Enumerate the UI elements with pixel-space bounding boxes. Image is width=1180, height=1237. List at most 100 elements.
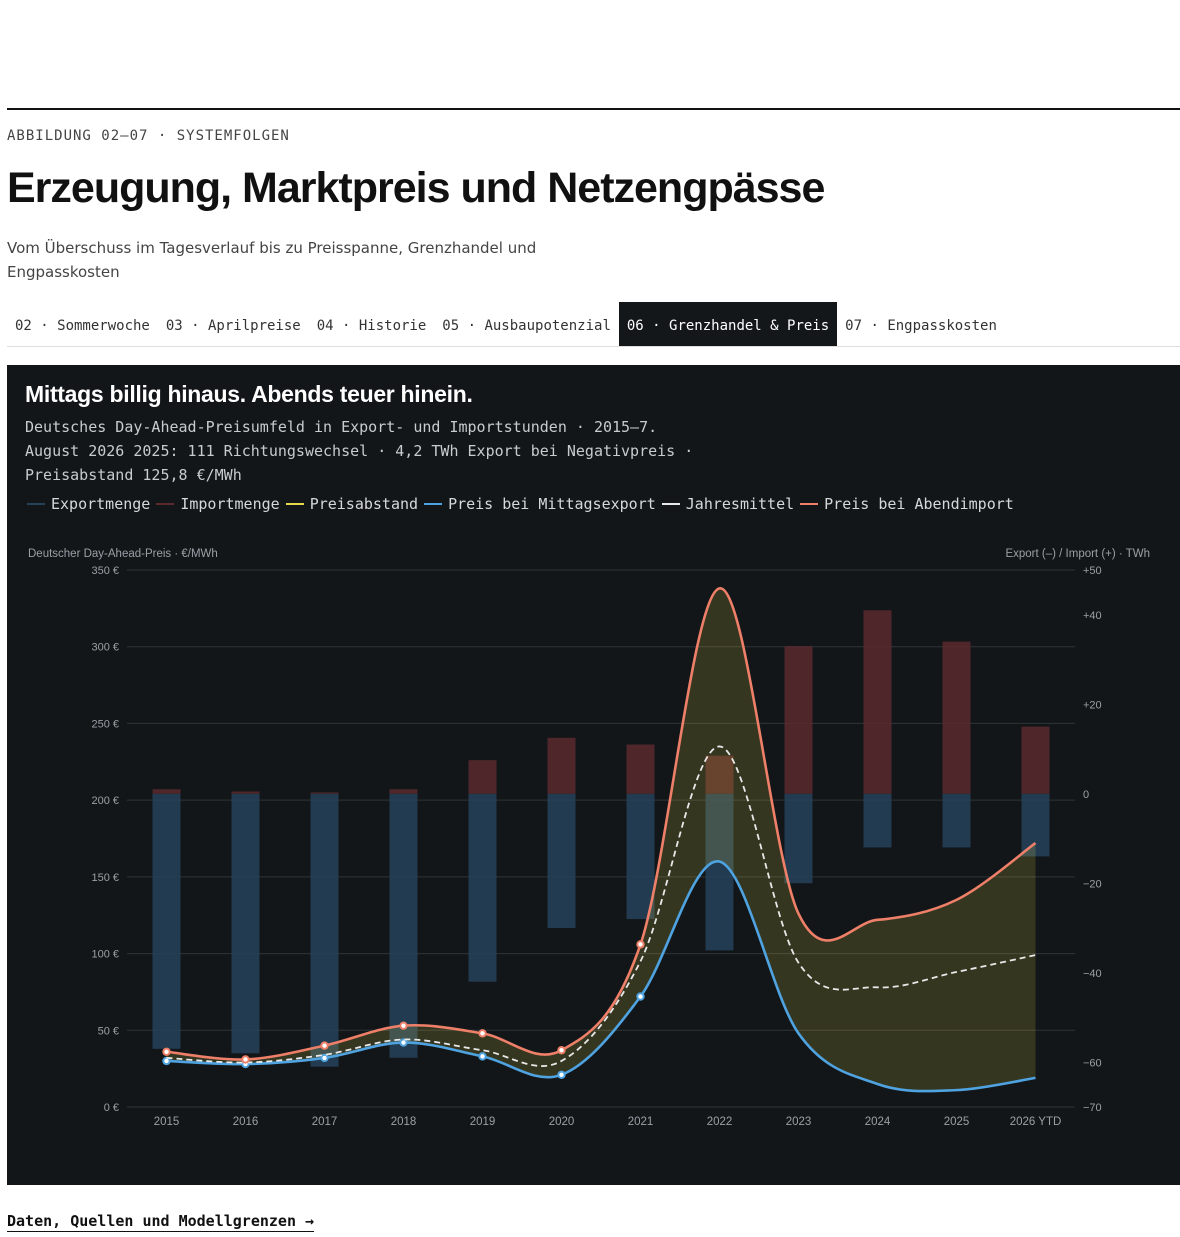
legend-item-jahresmittel[interactable]: Jahresmittel — [661, 495, 795, 513]
price-trade-chart: 0 € 50 € 100 € 150 € 200 € 250 € 300 € 350 € +50… — [28, 548, 1150, 1128]
y-tick-label: 150 € — [91, 872, 119, 884]
y-right-tick-label: +50 — [1083, 565, 1102, 577]
export-bar — [389, 793, 418, 1058]
y-right-tick-label: +40 — [1083, 610, 1102, 622]
export-bar — [705, 793, 734, 951]
import-bar — [942, 641, 971, 794]
legend-label: Exportmenge — [51, 495, 151, 513]
chart-legend: Exportmenge Importmenge Preisabstand Pre… — [27, 495, 1020, 513]
x-tick-label: 2022 — [707, 1116, 733, 1128]
chart-title: Mittags billig hinaus. Abends teuer hine… — [25, 381, 473, 407]
chart-subtitle: Deutsches Day-Ahead-Preisumfeld in Expor… — [25, 418, 694, 484]
x-tick-label: 2026 YTD — [1010, 1116, 1062, 1128]
x-tick-label: 2020 — [549, 1116, 575, 1128]
import-bar — [468, 760, 497, 794]
data-point — [320, 1041, 329, 1050]
data-point — [636, 992, 645, 1001]
tab-engpasskosten[interactable]: 07 · Engpasskosten — [845, 318, 997, 334]
export-bar — [468, 793, 497, 982]
export-bar — [547, 793, 576, 928]
y-right-axis-title: Export (–) / Import (+) · TWh — [1005, 548, 1150, 560]
x-tick-label: 2018 — [391, 1116, 417, 1128]
x-tick-label: 2021 — [628, 1116, 654, 1128]
tab-aprilpreise[interactable]: 03 · Aprilpreise — [165, 318, 301, 334]
price-gap-band — [166, 588, 1036, 1092]
y-tick-label: 300 € — [91, 642, 119, 654]
export-bar — [231, 793, 260, 1054]
chart-panel: Mittags billig hinaus. Abends teuer hine… — [7, 365, 1180, 1185]
legend-item-abendimport[interactable]: Preis bei Abendimport — [800, 495, 1014, 513]
x-tick-label: 2016 — [233, 1116, 259, 1128]
data-point — [241, 1055, 250, 1064]
legend-swatch — [27, 503, 45, 505]
legend-item-preisabstand[interactable]: Preisabstand — [285, 495, 419, 513]
data-point — [636, 940, 645, 949]
import-bar — [547, 737, 576, 794]
y-tick-label: 350 € — [91, 565, 119, 577]
legend-swatch — [800, 503, 819, 505]
legend-swatch — [661, 503, 680, 505]
tab-historie[interactable]: 04 · Historie — [316, 318, 427, 334]
export-bar — [863, 793, 892, 848]
legend-label: Importmenge — [180, 495, 280, 513]
legend-item-mittagsexport[interactable]: Preis bei Mittagsexport — [424, 495, 656, 513]
tab-grenzhandel-preis[interactable]: 06 · Grenzhandel & Preis — [618, 302, 838, 346]
x-tick-label: 2024 — [865, 1116, 891, 1128]
export-bar — [152, 793, 181, 1049]
export-bar — [1021, 793, 1050, 857]
y-tick-label: 100 € — [91, 949, 119, 961]
page-title: Erzeugung, Marktpreis und Netzengpässe — [7, 164, 825, 212]
figure-eyebrow: ABBILDUNG 02–07 · SYSTEMFOLGEN — [7, 128, 290, 144]
import-bar — [626, 744, 655, 794]
legend-label: Jahresmittel — [685, 495, 795, 513]
y-tick-label: 250 € — [91, 718, 119, 730]
y-right-tick-label: +20 — [1083, 699, 1102, 711]
y-right-tick-label: −60 — [1083, 1057, 1102, 1069]
import-bar — [389, 789, 418, 794]
y-right-tick-label: −20 — [1083, 878, 1102, 890]
import-bar — [152, 789, 181, 794]
export-bar — [784, 793, 813, 884]
annual-mean-line — [166, 745, 1036, 1067]
legend-label: Preis bei Abendimport — [824, 495, 1014, 513]
x-tick-label: 2025 — [944, 1116, 970, 1128]
export-bar — [942, 793, 971, 848]
legend-label: Preisabstand — [309, 495, 419, 513]
legend-item-export[interactable]: Exportmenge — [27, 495, 150, 513]
x-tick-label: 2019 — [470, 1116, 496, 1128]
y-tick-label: 0 € — [104, 1102, 119, 1114]
data-point — [162, 1056, 171, 1066]
y-right-tick-label: −70 — [1083, 1102, 1102, 1114]
data-point — [478, 1029, 487, 1038]
legend-swatch — [285, 503, 304, 505]
export-bar — [626, 793, 655, 920]
tab-ausbaupotenzial[interactable]: 05 · Ausbaupotenzial — [442, 318, 611, 334]
y-right-tick-label: 0 — [1083, 789, 1089, 801]
import-bar — [863, 610, 892, 794]
tab-sommerwoche[interactable]: 02 · Sommerwoche — [15, 318, 150, 334]
y-tick-label: 50 € — [98, 1025, 119, 1037]
data-point — [557, 1070, 566, 1079]
data-point — [320, 1053, 329, 1063]
data-sources-link[interactable]: Daten, Quellen und Modellgrenzen → — [7, 1212, 315, 1232]
evening-import-price-line — [166, 587, 1037, 1061]
legend-swatch — [424, 503, 443, 505]
data-point — [399, 1021, 408, 1030]
legend-swatch — [156, 503, 175, 505]
legend-item-import[interactable]: Importmenge — [156, 495, 280, 513]
y-axis-title: Deutscher Day-Ahead-Preis · €/MWh — [28, 548, 218, 560]
data-point — [557, 1046, 566, 1055]
data-point — [478, 1052, 487, 1061]
legend-label: Preis bei Mittagsexport — [448, 495, 656, 513]
import-bar — [310, 792, 339, 794]
x-tick-label: 2015 — [154, 1116, 180, 1128]
y-tick-label: 200 € — [91, 795, 119, 807]
top-rule — [7, 108, 1180, 110]
import-bar — [1021, 726, 1050, 794]
data-point — [162, 1047, 171, 1056]
export-bar — [310, 793, 339, 1067]
import-bar — [784, 646, 813, 794]
x-tick-label: 2023 — [786, 1116, 812, 1128]
import-bar — [231, 791, 260, 794]
data-point — [399, 1038, 408, 1047]
